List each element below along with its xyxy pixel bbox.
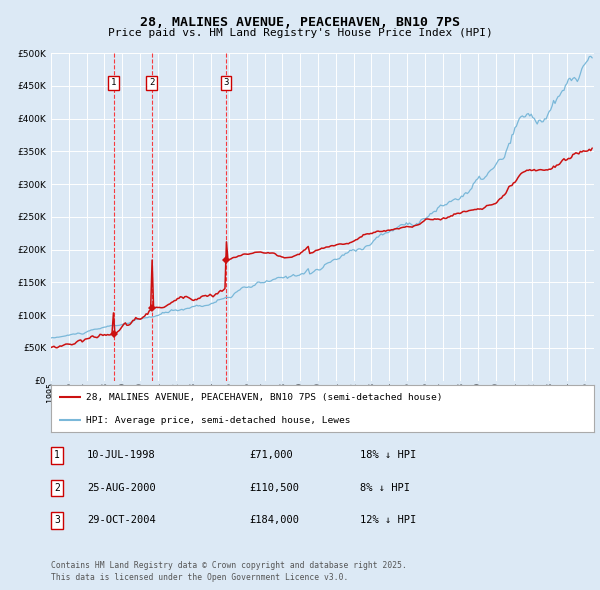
Text: HPI: Average price, semi-detached house, Lewes: HPI: Average price, semi-detached house,…: [86, 415, 351, 425]
Text: 3: 3: [54, 516, 60, 525]
Text: 28, MALINES AVENUE, PEACEHAVEN, BN10 7PS (semi-detached house): 28, MALINES AVENUE, PEACEHAVEN, BN10 7PS…: [86, 393, 443, 402]
Text: 18% ↓ HPI: 18% ↓ HPI: [360, 451, 416, 460]
Text: 12% ↓ HPI: 12% ↓ HPI: [360, 516, 416, 525]
Text: Contains HM Land Registry data © Crown copyright and database right 2025.: Contains HM Land Registry data © Crown c…: [51, 560, 407, 570]
Text: 8% ↓ HPI: 8% ↓ HPI: [360, 483, 410, 493]
Text: £71,000: £71,000: [249, 451, 293, 460]
Text: 2: 2: [54, 483, 60, 493]
Text: 1: 1: [54, 451, 60, 460]
Text: £110,500: £110,500: [249, 483, 299, 493]
Text: £184,000: £184,000: [249, 516, 299, 525]
Text: 25-AUG-2000: 25-AUG-2000: [87, 483, 156, 493]
Text: 1: 1: [111, 78, 116, 87]
Text: Price paid vs. HM Land Registry's House Price Index (HPI): Price paid vs. HM Land Registry's House …: [107, 28, 493, 38]
Text: 10-JUL-1998: 10-JUL-1998: [87, 451, 156, 460]
Text: 29-OCT-2004: 29-OCT-2004: [87, 516, 156, 525]
Text: 28, MALINES AVENUE, PEACEHAVEN, BN10 7PS: 28, MALINES AVENUE, PEACEHAVEN, BN10 7PS: [140, 16, 460, 29]
Text: 2: 2: [149, 78, 154, 87]
Text: 3: 3: [223, 78, 229, 87]
Text: This data is licensed under the Open Government Licence v3.0.: This data is licensed under the Open Gov…: [51, 572, 349, 582]
